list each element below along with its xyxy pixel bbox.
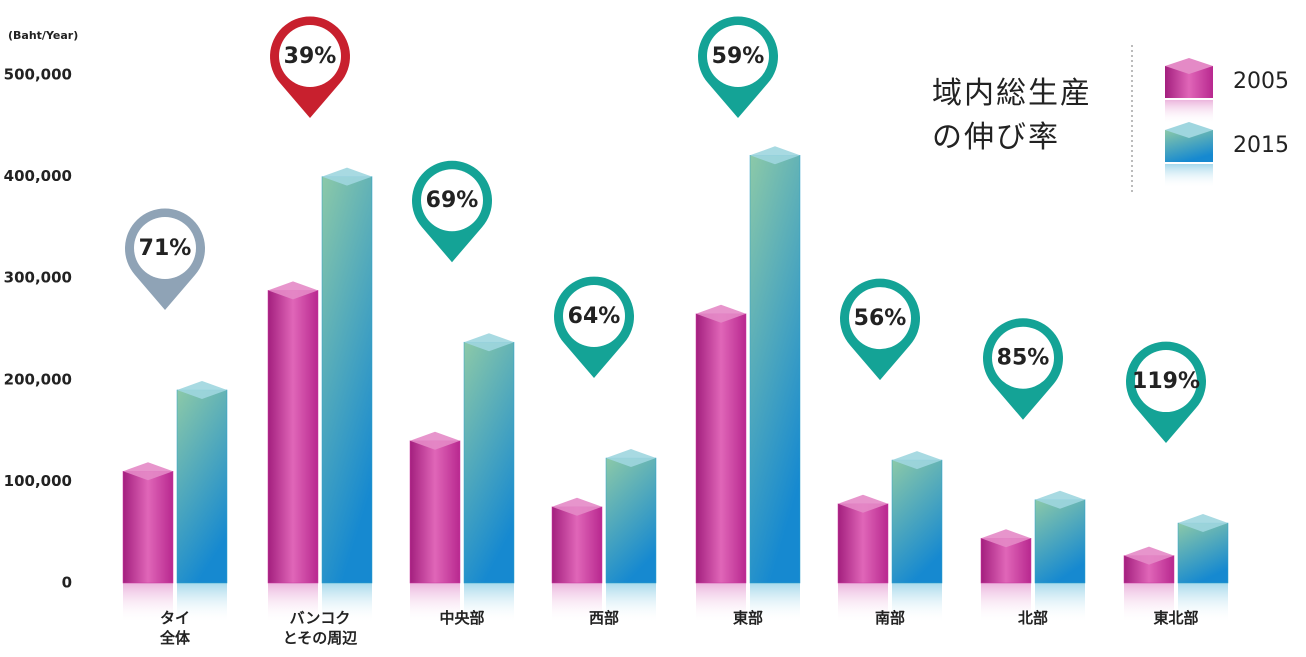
bar-reflection xyxy=(696,583,746,623)
pin-center xyxy=(279,25,341,87)
legend-label: 2005 xyxy=(1233,69,1289,94)
bar-cap xyxy=(177,380,227,399)
growth-label: 59% xyxy=(712,44,765,69)
bar-cap xyxy=(322,167,372,186)
y-tick-label: 300,000 xyxy=(4,269,72,287)
bar xyxy=(122,470,174,584)
bar-reflection xyxy=(838,583,888,623)
bar-reflection xyxy=(1178,583,1228,623)
bar-reflection xyxy=(750,583,800,623)
growth-pin: 85% xyxy=(982,318,1063,420)
growth-pin: 59% xyxy=(697,16,779,118)
bar-cap xyxy=(606,449,656,468)
bar-reflection xyxy=(552,583,602,623)
bar xyxy=(321,176,373,584)
bar-reflection xyxy=(464,583,514,623)
growth-pin: 119% xyxy=(1126,341,1206,444)
bar-reflection xyxy=(123,583,173,623)
growth-pin: 39% xyxy=(270,16,350,118)
x-tick-label: 東部 xyxy=(732,609,763,627)
bar-reflection xyxy=(981,583,1031,623)
bar-cap xyxy=(981,529,1031,548)
bar xyxy=(749,155,801,584)
pin-center xyxy=(707,25,769,87)
y-tick-label: 500,000 xyxy=(4,66,72,84)
growth-pin: 64% xyxy=(554,276,634,379)
growth-label: 64% xyxy=(568,304,621,329)
x-tick-label: 東北部 xyxy=(1153,609,1199,627)
growth-label: 69% xyxy=(426,188,479,213)
bar-cap xyxy=(892,451,942,470)
x-tick-label: 北部 xyxy=(1017,609,1048,627)
bar-reflection xyxy=(1035,583,1085,623)
bar xyxy=(837,503,889,584)
y-tick-label: 0 xyxy=(62,574,72,592)
y-tick-label: 100,000 xyxy=(4,472,72,490)
bar-cap xyxy=(552,497,602,516)
bar-reflection xyxy=(892,583,942,623)
pin-center xyxy=(563,285,625,348)
bar-reflection xyxy=(322,583,372,623)
growth-label: 71% xyxy=(139,236,192,261)
bar-reflection xyxy=(606,583,656,623)
bar-cap xyxy=(410,431,460,450)
bar-cap xyxy=(1124,546,1174,565)
bar-reflection xyxy=(1124,583,1174,623)
x-tick-label: タイ 全体 xyxy=(159,609,190,647)
bar-cap xyxy=(123,462,173,481)
legend-cap xyxy=(1165,58,1213,74)
bar-cap xyxy=(464,333,514,352)
growth-pin: 56% xyxy=(839,278,920,381)
bar xyxy=(551,506,603,584)
y-axis-label: (Baht/Year) xyxy=(8,29,78,42)
x-tick-label: 西部 xyxy=(588,609,619,627)
bar xyxy=(1177,522,1229,584)
bar-cap xyxy=(1035,490,1085,509)
bar-cap xyxy=(1178,514,1228,533)
bar-cap xyxy=(268,281,318,300)
growth-label: 119% xyxy=(1132,369,1200,394)
bar-cap xyxy=(750,146,800,165)
growth-pin: 69% xyxy=(412,160,492,263)
bar-cap xyxy=(696,304,746,323)
bar xyxy=(463,341,515,584)
growth-pin: 71% xyxy=(125,208,205,310)
x-tick-label: 中央部 xyxy=(439,609,485,627)
bar-reflection xyxy=(177,583,227,623)
legend-reflection xyxy=(1165,100,1213,124)
legend-label: 2015 xyxy=(1233,133,1289,158)
pin-center xyxy=(849,287,911,350)
x-tick-label: バンコク とその周辺 xyxy=(282,609,358,647)
bar-reflection xyxy=(268,583,318,623)
growth-label: 39% xyxy=(284,44,337,69)
pin-center xyxy=(1135,350,1197,413)
bar xyxy=(176,389,228,584)
bar-reflection xyxy=(410,583,460,623)
bar xyxy=(409,440,461,584)
bar xyxy=(891,459,943,584)
bar xyxy=(1034,499,1086,584)
pin-center xyxy=(134,216,196,279)
pin-center xyxy=(992,326,1054,389)
growth-label: 85% xyxy=(997,346,1050,371)
y-tick-label: 400,000 xyxy=(4,167,72,185)
y-tick-label: 200,000 xyxy=(4,370,72,388)
bar xyxy=(605,457,657,584)
legend-reflection xyxy=(1165,164,1213,188)
bar xyxy=(267,290,319,584)
legend-cap xyxy=(1165,122,1213,138)
pin-center xyxy=(421,169,483,232)
chart-title: 域内総生産 の伸び率 xyxy=(932,76,1092,155)
growth-label: 56% xyxy=(854,306,907,331)
bar xyxy=(695,313,747,584)
x-tick-label: 南部 xyxy=(874,609,905,627)
bar-cap xyxy=(838,494,888,513)
